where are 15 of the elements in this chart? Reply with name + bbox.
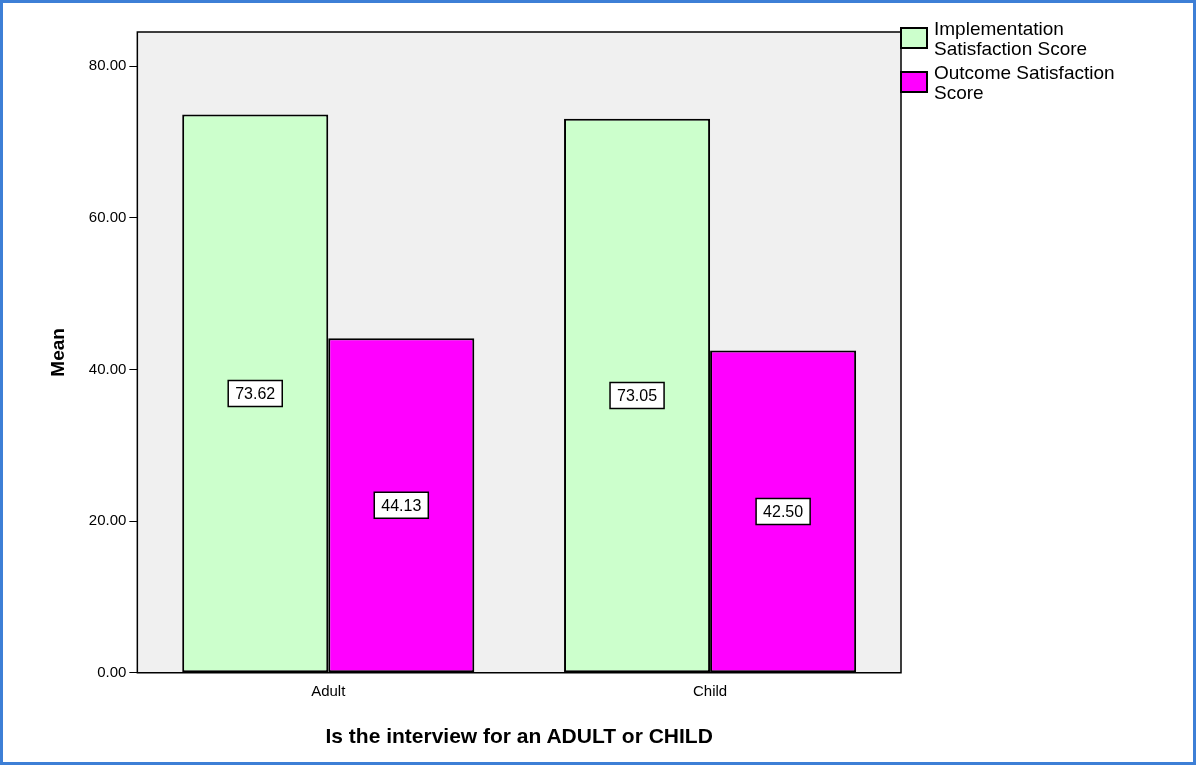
y-tick-label: 40.00 (88, 359, 127, 377)
x-tick-label: Adult (311, 681, 347, 699)
x-tick-label: Child (692, 681, 728, 699)
data-label: 73.05 (617, 386, 658, 404)
y-tick-label: 0.00 (97, 662, 127, 680)
y-tick-label: 80.00 (88, 56, 127, 74)
x-axis-title: Is the interview for an ADULT or CHILD (325, 724, 713, 748)
legend-label: Implementation Satisfaction Score (934, 18, 1089, 59)
legend-label: Outcome Satisfaction Score (934, 62, 1116, 103)
data-label: 73.62 (235, 384, 276, 402)
y-tick-label: 60.00 (88, 207, 127, 225)
data-label: 44.13 (381, 496, 422, 514)
y-tick-label: 20.00 (88, 511, 127, 529)
data-label: 42.50 (763, 502, 804, 520)
y-axis-title: Mean (46, 328, 68, 377)
